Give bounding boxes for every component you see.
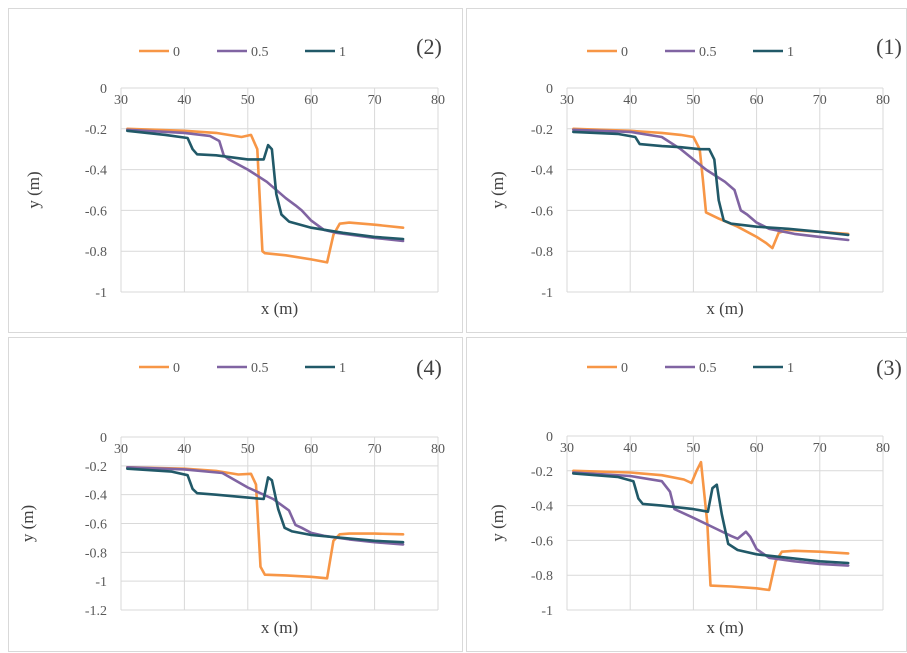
chart-svg: 0-0.2-0.4-0.6-0.8-130 40 50 60 70 800 0.5 1 (1)x… bbox=[488, 34, 902, 318]
series-line-1 bbox=[572, 130, 850, 237]
legend-label: 0 bbox=[173, 45, 180, 60]
x-tick-label: 80 bbox=[876, 441, 890, 456]
x-tick-label: 60 bbox=[750, 441, 764, 456]
legend-label: 0 bbox=[621, 45, 628, 60]
y-tick-label: -0.2 bbox=[531, 465, 553, 480]
y-tick-label: -0.4 bbox=[85, 164, 107, 179]
legend-label: 1 bbox=[787, 361, 794, 376]
x-tick-label: 50 bbox=[686, 93, 700, 108]
legend-label: 1 bbox=[339, 361, 346, 376]
y-tick-label: -0.2 bbox=[85, 460, 107, 475]
legend-label: 0.5 bbox=[251, 45, 269, 60]
chart-panel-2: 0 -0.2 -0.4 -0.6 -0.8 -1 30 40 50 60 70 80 0 0.5 1 (2) x… bbox=[8, 8, 463, 333]
x-tick-label: 60 bbox=[304, 442, 318, 457]
legend-label: 0.5 bbox=[251, 361, 269, 376]
y-tick-label: -0.2 bbox=[531, 123, 553, 138]
x-tick-label: 70 bbox=[813, 441, 827, 456]
y-axis-label: y (m) bbox=[24, 171, 43, 208]
x-tick-label: 30 bbox=[114, 93, 128, 108]
chart-svg: 0-0.2-0.4-0.6-0.8-130 40 50 60 70 800 0.5 1 (3)x… bbox=[488, 355, 902, 637]
x-axis-label: x (m) bbox=[706, 618, 743, 637]
x-tick-label: 40 bbox=[623, 441, 637, 456]
series-line-1 bbox=[126, 467, 405, 544]
y-tick-label: -1.2 bbox=[85, 604, 107, 619]
x-axis-label: x (m) bbox=[261, 618, 298, 637]
panel-tag: (4) bbox=[416, 355, 442, 380]
chart-panel-4: 0 -0.2 -0.4 -0.6 -0.8 -1 -1.2 30 40 50 60 70 80 0 0.5 1… bbox=[8, 337, 463, 652]
y-tick-label: 0 bbox=[546, 430, 553, 445]
x-tick-label: 50 bbox=[241, 442, 255, 457]
panel-tag: (2) bbox=[416, 34, 442, 59]
gridlines bbox=[566, 87, 884, 293]
y-tick-label: -0.4 bbox=[85, 489, 107, 504]
x-tick-label: 80 bbox=[431, 93, 445, 108]
x-tick-label: 40 bbox=[177, 442, 191, 457]
legend-label: 1 bbox=[339, 45, 346, 60]
gridlines bbox=[120, 87, 439, 293]
x-tick-label: 80 bbox=[431, 442, 445, 457]
series-line-0.5 bbox=[572, 471, 850, 567]
chart-svg: 0-0.2-0.4-0.6-0.8-130 40 50 60 70 800 0.5 1 (2)x… bbox=[24, 34, 445, 318]
legend: 0 0.5 1 bbox=[587, 361, 794, 376]
gridlines bbox=[120, 436, 439, 611]
series-line-0 bbox=[126, 127, 405, 264]
x-tick-label: 30 bbox=[114, 442, 128, 457]
chart-panel-1: 0 -0.2 -0.4 -0.6 -0.8 -1 30 40 50 60 70 80 0 0.5 1 (1) x… bbox=[466, 8, 907, 333]
y-tick-label: -0.8 bbox=[531, 569, 553, 584]
gridlines bbox=[566, 435, 884, 611]
y-axis-label: y (m) bbox=[18, 505, 37, 542]
y-tick-label: -0.8 bbox=[85, 245, 107, 260]
series-line-0 bbox=[572, 460, 850, 592]
legend: 0 0.5 1 bbox=[587, 45, 794, 60]
y-tick-label: -0.2 bbox=[85, 123, 107, 138]
chart-svg: 0-0.2-0.4-0.6-0.8-1-1.230 40 50 60 70 800 0.5 1… bbox=[18, 355, 445, 637]
series-line-1 bbox=[572, 472, 850, 565]
y-tick-label: 0 bbox=[100, 82, 107, 97]
x-tick-label: 60 bbox=[304, 93, 318, 108]
x-tick-label: 70 bbox=[813, 93, 827, 108]
y-tick-label: -0.6 bbox=[531, 204, 553, 219]
y-axis-label: y (m) bbox=[488, 504, 507, 541]
series-line-0 bbox=[126, 466, 405, 580]
y-tick-label: -0.6 bbox=[85, 204, 107, 219]
legend-label: 0 bbox=[621, 361, 628, 376]
y-tick-label: -1 bbox=[95, 575, 107, 590]
y-tick-label: -0.6 bbox=[85, 518, 107, 533]
x-tick-label: 50 bbox=[686, 441, 700, 456]
chart-panel-3: 0 -0.2 -0.4 -0.6 -0.8 -1 30 40 50 60 70 80 0 0.5 1 (3) x… bbox=[466, 337, 907, 652]
x-tick-label: 60 bbox=[750, 93, 764, 108]
y-tick-label: 0 bbox=[100, 431, 107, 446]
x-axis-label: x (m) bbox=[261, 299, 298, 318]
x-tick-label: 80 bbox=[876, 93, 890, 108]
series-line-0.5 bbox=[572, 128, 850, 242]
y-tick-label: -1 bbox=[541, 286, 553, 301]
y-tick-label: -0.8 bbox=[531, 245, 553, 260]
x-tick-label: 70 bbox=[368, 93, 382, 108]
legend-label: 0.5 bbox=[699, 45, 717, 60]
x-tick-label: 30 bbox=[560, 93, 574, 108]
legend: 0 0.5 1 bbox=[139, 361, 346, 376]
x-axis-label: x (m) bbox=[706, 299, 743, 318]
y-tick-label: -0.6 bbox=[531, 534, 553, 549]
y-tick-label: 0 bbox=[546, 82, 553, 97]
x-tick-label: 30 bbox=[560, 441, 574, 456]
y-tick-label: -1 bbox=[95, 286, 107, 301]
y-tick-label: -0.4 bbox=[531, 500, 553, 515]
y-axis-label: y (m) bbox=[488, 171, 507, 208]
x-tick-label: 40 bbox=[623, 93, 637, 108]
panel-tag: (3) bbox=[876, 355, 902, 380]
legend-label: 1 bbox=[787, 45, 794, 60]
series-line-1 bbox=[126, 129, 405, 241]
legend-label: 0.5 bbox=[699, 361, 717, 376]
y-tick-label: -1 bbox=[541, 604, 553, 619]
legend: 0 0.5 1 bbox=[139, 45, 346, 60]
legend-label: 0 bbox=[173, 361, 180, 376]
x-tick-label: 50 bbox=[241, 93, 255, 108]
y-tick-label: -0.4 bbox=[531, 164, 553, 179]
panel-tag: (1) bbox=[876, 34, 902, 59]
y-tick-label: -0.8 bbox=[85, 546, 107, 561]
x-tick-label: 70 bbox=[368, 442, 382, 457]
x-tick-label: 40 bbox=[177, 93, 191, 108]
